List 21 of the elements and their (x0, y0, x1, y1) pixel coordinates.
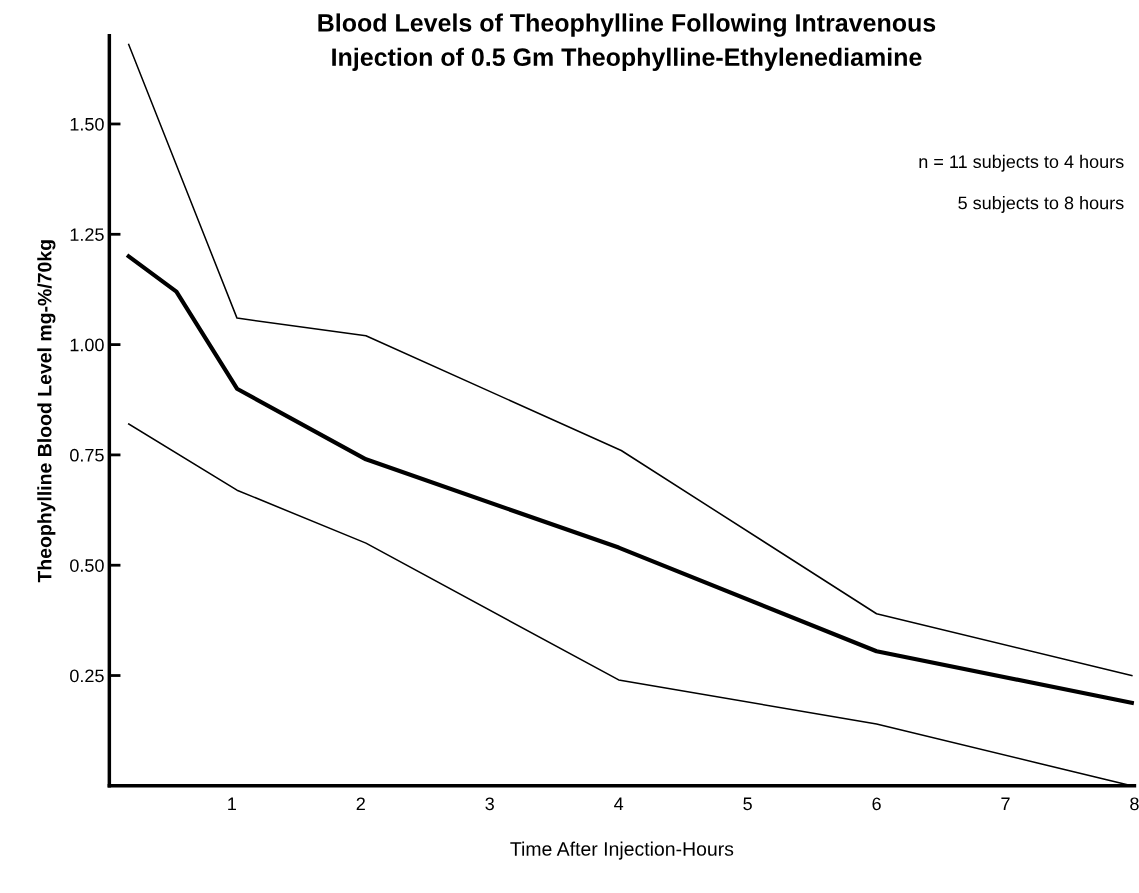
y-tick-label: 0.50 (70, 559, 104, 572)
annotation: 5 subjects to 8 hours (958, 196, 1124, 213)
annotation: n = 11 subjects to 4 hours (919, 154, 1124, 172)
x-axis-title: Time After Injection-Hours (510, 841, 734, 860)
y-axis-title: Theophylline Blood Level mg-%/70kg (37, 240, 56, 583)
y-tick-label: 0.75 (70, 448, 104, 462)
x-tick-label: 7 (1001, 797, 1010, 811)
x-tick-label: 6 (872, 797, 881, 811)
x-tick-label: 2 (356, 797, 365, 811)
x-tick-label: 8 (1130, 797, 1139, 811)
y-tick-label: 1.00 (70, 338, 104, 352)
y-tick-label: 1.50 (70, 117, 104, 131)
y-tick-label: 1.25 (70, 228, 104, 241)
x-tick-label: 3 (485, 797, 494, 811)
x-tick-label: 4 (614, 797, 624, 811)
line-series (126, 254, 1134, 705)
x-tick-label: 5 (743, 797, 752, 811)
line-series (127, 43, 1133, 677)
y-tick-label: 0.25 (70, 669, 104, 683)
x-tick-label: 1 (228, 797, 236, 811)
chart-title: Blood Levels of Theophylline Following Intravenous Injection of 0.5 Gm Theophylline-Ethylenediamine (318, 13, 936, 71)
